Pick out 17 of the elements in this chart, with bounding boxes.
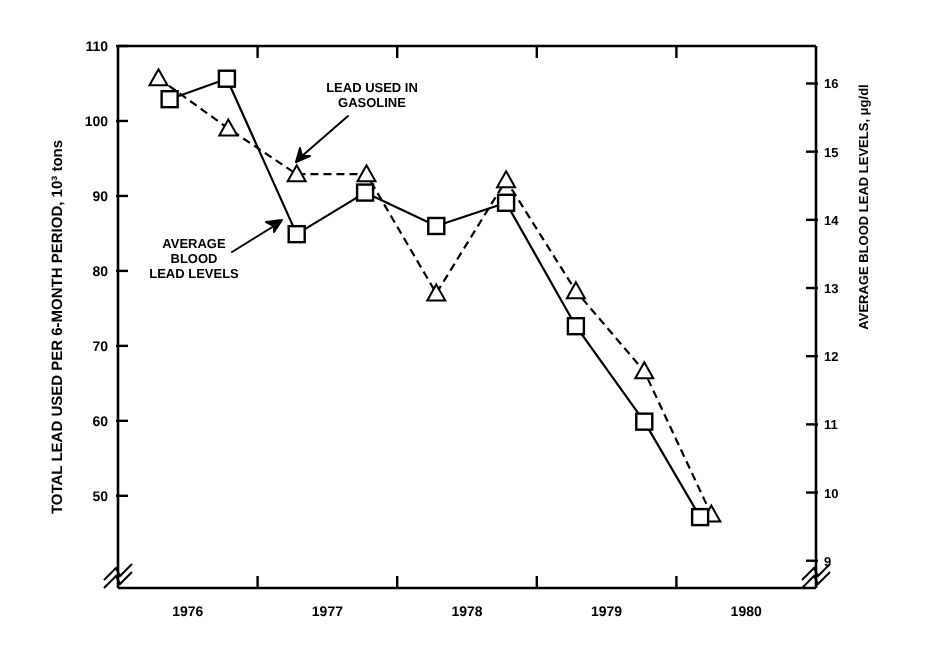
point bbox=[426, 283, 447, 302]
point bbox=[496, 170, 517, 189]
point bbox=[356, 164, 377, 183]
point bbox=[217, 69, 237, 88]
point bbox=[690, 507, 710, 527]
point bbox=[160, 89, 179, 109]
point bbox=[635, 412, 654, 431]
point bbox=[566, 317, 586, 336]
point bbox=[148, 68, 169, 87]
point bbox=[427, 216, 446, 236]
point bbox=[496, 193, 516, 213]
point bbox=[634, 361, 655, 380]
point bbox=[355, 183, 375, 202]
point bbox=[286, 164, 307, 183]
point bbox=[287, 224, 306, 244]
point bbox=[218, 118, 239, 137]
point bbox=[565, 281, 586, 300]
